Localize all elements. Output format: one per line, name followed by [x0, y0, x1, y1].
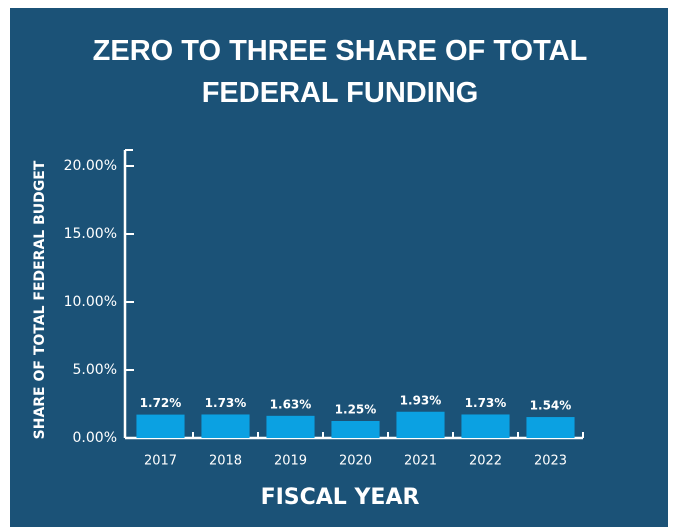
bar: [201, 414, 250, 438]
bar: [461, 414, 510, 438]
x-tick-label: 2019: [274, 454, 307, 469]
x-axis-title: FISCAL YEAR: [261, 485, 420, 510]
bar: [526, 417, 575, 438]
x-tick-label: 2023: [534, 454, 567, 469]
value-label: 1.73%: [205, 396, 247, 410]
bar: [266, 415, 315, 438]
y-tick-label: 5.00%: [73, 362, 117, 378]
bar: [136, 414, 185, 438]
x-tick-label: 2022: [469, 454, 502, 469]
value-label: 1.25%: [335, 403, 377, 417]
x-tick-label: 2020: [339, 454, 372, 469]
y-tick-label: 20.00%: [64, 158, 117, 174]
value-label: 1.73%: [465, 396, 507, 410]
value-label: 1.93%: [400, 393, 442, 407]
y-tick-label: 15.00%: [64, 226, 117, 242]
value-label: 1.63%: [270, 397, 312, 411]
value-label: 1.54%: [530, 399, 572, 413]
y-axis-title: SHARE OF TOTAL FEDERAL BUDGET: [32, 160, 48, 439]
bar: [331, 421, 380, 438]
value-label: 1.72%: [140, 396, 182, 410]
x-tick-label: 2018: [209, 454, 242, 469]
x-tick-label: 2021: [404, 454, 437, 469]
background: [10, 8, 668, 527]
y-tick-label: 0.00%: [73, 430, 117, 446]
x-tick-label: 2017: [144, 454, 177, 469]
bar: [396, 411, 445, 438]
y-tick-label: 10.00%: [64, 294, 117, 310]
chart-title: ZERO TO THREE SHARE OF TOTAL FEDERAL FUN…: [92, 35, 588, 109]
